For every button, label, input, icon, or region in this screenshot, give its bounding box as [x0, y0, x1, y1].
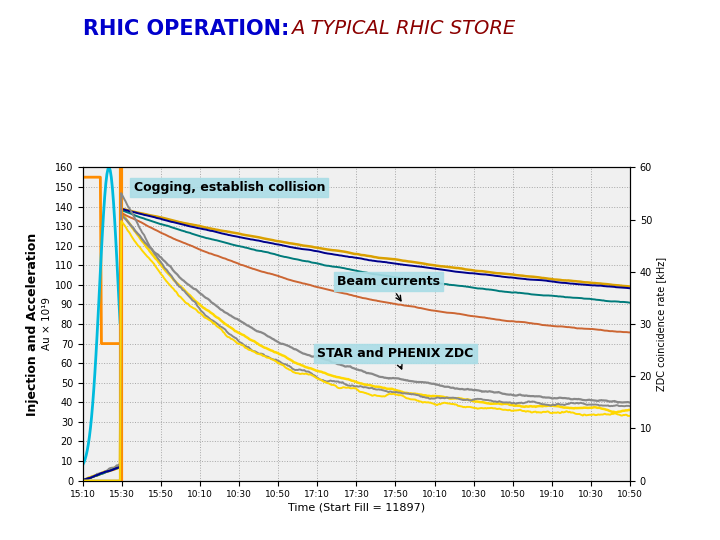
Text: STAR and PHENIX ZDC: STAR and PHENIX ZDC [318, 347, 474, 369]
Text: RHIC OPERATION:: RHIC OPERATION: [83, 19, 289, 39]
Text: A TYPICAL RHIC STORE: A TYPICAL RHIC STORE [291, 19, 516, 38]
Text: Injection and Acceleration: Injection and Acceleration [26, 232, 39, 416]
Text: Beam currents: Beam currents [337, 275, 440, 301]
Y-axis label: Au × 10¹9: Au × 10¹9 [42, 298, 52, 350]
Y-axis label: ZDC coincidence rate [kHz]: ZDC coincidence rate [kHz] [656, 257, 666, 391]
X-axis label: Time (Start Fill = 11897): Time (Start Fill = 11897) [288, 503, 425, 513]
Text: Cogging, establish collision: Cogging, establish collision [134, 181, 325, 194]
